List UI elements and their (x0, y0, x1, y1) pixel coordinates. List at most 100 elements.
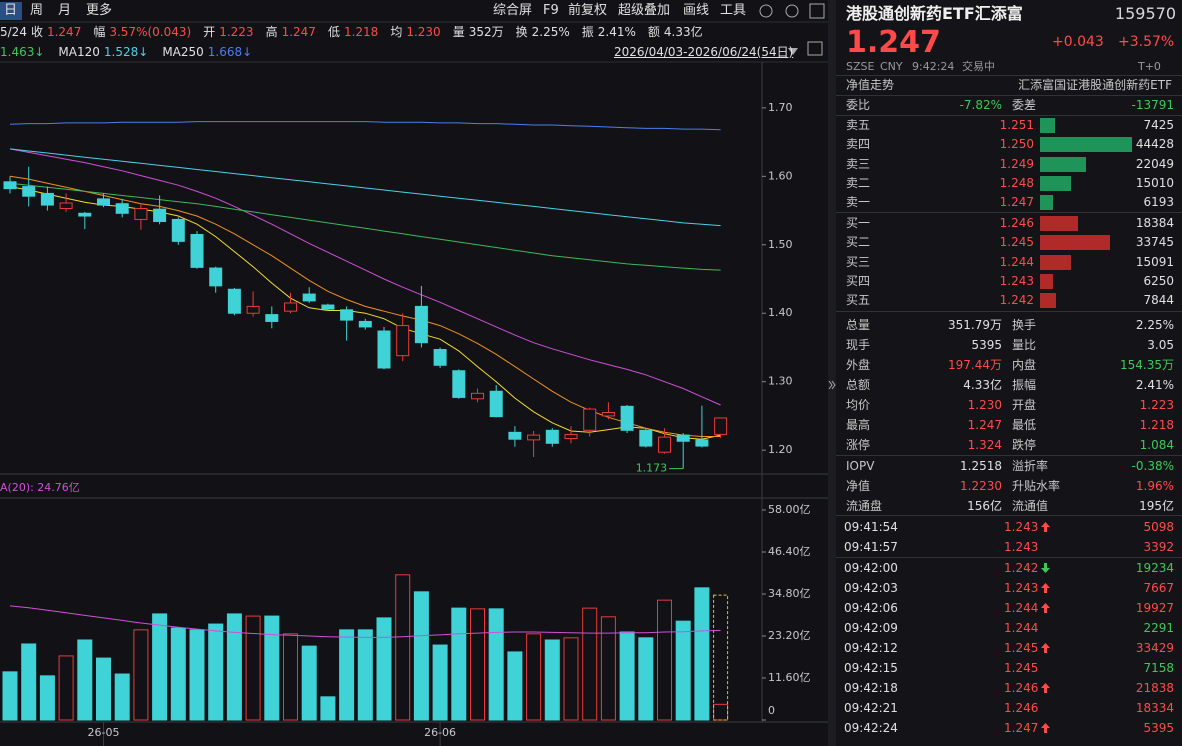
stat-value: 1.218 (1139, 418, 1174, 432)
stat-label: 流通盘 (846, 499, 883, 513)
wp-icon[interactable] (807, 41, 823, 56)
meta: SZSE (846, 60, 875, 73)
stat-label: 现手 (846, 338, 871, 352)
book-price: 1.248 (999, 175, 1034, 190)
ma-line (9, 186, 721, 440)
tab[interactable]: 月 (58, 3, 72, 18)
candle-body (209, 267, 223, 287)
tab-selected (0, 2, 22, 20)
tool-button[interactable]: 前复权 (568, 3, 608, 18)
legend-name: MA250 (162, 45, 204, 59)
volume-bar (657, 599, 672, 721)
stat-value: 1.2230 (960, 479, 1002, 493)
expand-icon[interactable] (828, 378, 836, 392)
book-volume: 7844 (1143, 293, 1174, 308)
volume-bar (58, 655, 74, 721)
ratio-label: 委比 (846, 98, 871, 112)
y-tick-label: 1.70 (768, 101, 793, 114)
splitter[interactable] (828, 0, 836, 746)
stat-value: 156亿 (967, 499, 1002, 513)
book-bar (1040, 175, 1072, 191)
volume-bar (694, 587, 710, 721)
legend-value: 1.668↓ (207, 45, 253, 59)
volume-bar (114, 673, 130, 721)
book-bar (1040, 235, 1110, 251)
candle-body (545, 429, 559, 444)
book-volume: 44428 (1135, 137, 1174, 152)
volume-bar (526, 633, 542, 721)
quote-value: 2.41% (597, 25, 636, 39)
ratio-value: -7.82% (959, 98, 1002, 112)
trade-volume: 7667 (1143, 581, 1174, 595)
candle-body (284, 302, 297, 312)
stat-label: 开盘 (1012, 398, 1037, 412)
candle-body (190, 234, 204, 268)
candle-body (489, 390, 503, 418)
tool-button[interactable]: 画线 (683, 3, 710, 18)
stat-label: 换手 (1012, 318, 1037, 332)
volume-bar (301, 645, 317, 721)
candle-body (78, 212, 92, 217)
tool-button[interactable]: 工具 (720, 3, 747, 18)
trade-volume: 5395 (1143, 721, 1174, 735)
volume-bar (96, 657, 111, 721)
quote-label: 额 (647, 25, 660, 39)
y-tick-label: 23.20亿 (768, 629, 811, 642)
ma-legend: 1.463↓ MA120 1.528↓ MA250 1.668↓ (0, 44, 262, 60)
settings-icon[interactable] (759, 4, 773, 18)
y-tick-label: 1.50 (768, 238, 793, 251)
tab[interactable]: 周 (30, 3, 44, 18)
volume-bar (470, 608, 485, 721)
stat-value: 4.33亿 (963, 378, 1002, 392)
candle-body (676, 434, 690, 442)
security-name: 港股通创新药ETF汇添富 (846, 4, 1023, 23)
stat-value: 154.35万 (1120, 358, 1174, 372)
volume-bar (675, 620, 691, 721)
meta: CNY (880, 60, 903, 73)
tool-button[interactable]: F9 (543, 3, 559, 18)
menu-icon[interactable] (785, 4, 799, 18)
tab[interactable]: 日 (4, 3, 18, 18)
tab[interactable]: 更多 (86, 3, 113, 18)
stat-label: 流通值 (1012, 499, 1049, 513)
trade-arrow (1041, 522, 1050, 532)
x-tick-label: 26-06 (424, 726, 456, 739)
book-bar (1040, 156, 1086, 172)
stat-label: 升贴水率 (1012, 479, 1061, 493)
candle-body (564, 433, 578, 440)
tool-button[interactable]: 综合屏 (493, 3, 533, 18)
tool-button[interactable]: 超级叠加 (618, 3, 671, 18)
stat-label: 均价 (846, 398, 871, 412)
book-price: 1.247 (999, 195, 1034, 210)
volume-projection (713, 594, 729, 721)
stat-label: 最低 (1012, 418, 1037, 432)
quote-label: 振 (581, 25, 594, 39)
trade-arrow (1041, 603, 1050, 613)
quote-value: 1.230 (406, 25, 441, 39)
trade-arrow (1041, 723, 1050, 733)
tplus: T+0 (1138, 60, 1161, 73)
stat-label: IOPV (846, 459, 875, 473)
quote-panel: 港股通创新药ETF汇添富 159570 1.247 +0.043 +3.57% SZSE C… (836, 0, 1182, 746)
trade-time: 09:41:57 (844, 540, 898, 554)
book-volume: 7425 (1143, 118, 1174, 132)
candle-body (302, 293, 316, 302)
nav-tab[interactable]: 净值走势 (846, 78, 895, 92)
meta: 9:42:24 (912, 60, 955, 73)
trade-volume: 33429 (1135, 641, 1174, 655)
trade-time: 09:42:00 (844, 561, 898, 575)
candle-body (508, 431, 522, 440)
candle-body (22, 186, 36, 197)
trade-arrow (1041, 563, 1050, 573)
book-label: 卖三 (846, 156, 871, 171)
trade-time: 09:42:06 (844, 601, 898, 615)
stat-label: 溢折率 (1012, 459, 1049, 473)
window-icon[interactable] (809, 3, 825, 19)
volume-bar (600, 616, 616, 721)
separator (836, 455, 1182, 456)
date-range[interactable]: 2026/04/03-2026/06/24(54日) (614, 45, 794, 59)
dropdown-icon[interactable] (788, 48, 798, 55)
candle-body (433, 349, 447, 366)
trade-time: 09:42:18 (844, 681, 898, 695)
volume-bar (226, 613, 242, 721)
